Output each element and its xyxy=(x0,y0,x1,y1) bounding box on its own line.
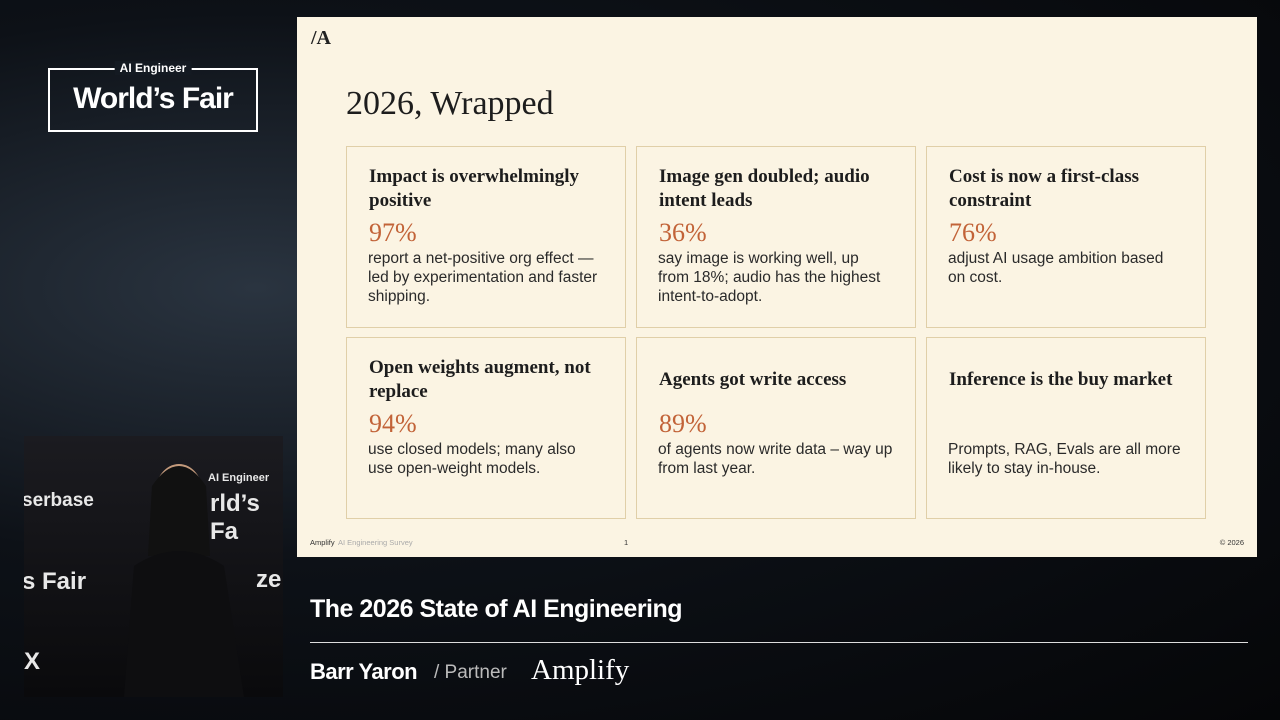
footer-page: 1 xyxy=(624,538,629,547)
divider xyxy=(310,642,1248,643)
card-heading: Impact is overwhelmingly positive xyxy=(369,166,580,211)
speaker-role: / Partner xyxy=(434,662,507,683)
stat-space xyxy=(949,408,1183,440)
card-body: report a net-positive org effect — led b… xyxy=(368,250,598,305)
backdrop-text: AI Engineer xyxy=(208,472,270,484)
card: Cost is now a first-class constraint 76% a… xyxy=(926,146,1206,328)
backdrop-text: X xyxy=(24,648,41,675)
card-body: Prompts, RAG, Evals are all more likely … xyxy=(948,441,1181,477)
card-heading: Cost is now a first-class constraint xyxy=(949,166,1139,211)
logo-top: AI Engineer xyxy=(114,61,192,75)
card-body: adjust AI usage ambition based on cost. xyxy=(948,250,1164,286)
event-logo: AI Engineer World’s Fair xyxy=(48,61,258,132)
speaker-name: Barr Yaron xyxy=(310,659,418,684)
card-stat: 94% xyxy=(369,409,417,438)
slide: /A 2026, Wrapped Impact is overwhelmingl… xyxy=(297,17,1257,557)
backdrop-text: s Fair xyxy=(24,568,87,595)
card: Image gen doubled; audio intent leads 36%… xyxy=(636,146,916,328)
card-heading: Inference is the buy market xyxy=(949,369,1173,390)
card-heading: Agents got write access xyxy=(659,369,847,390)
talk-title: The 2026 State of AI Engineering xyxy=(310,595,683,623)
card-body: of agents now write data – way up from l… xyxy=(658,441,893,477)
card: Impact is overwhelmingly positive 97% repo… xyxy=(346,146,626,328)
backdrop-text: rld’s Fa xyxy=(210,490,260,545)
card-body: use closed models; many also use open-we… xyxy=(368,441,576,477)
footer-survey: AI Engineering Survey xyxy=(338,538,413,547)
card: Agents got write access 89% of agents now … xyxy=(636,337,916,519)
card-heading: Open weights augment, not replace xyxy=(369,357,591,402)
backdrop-text: ze xyxy=(256,566,282,593)
slide-logo: /A xyxy=(311,27,331,49)
slide-title: 2026, Wrapped xyxy=(346,85,554,122)
speaker-silhouette xyxy=(124,464,244,697)
logo-main: World’s Fair xyxy=(73,82,234,115)
card: Inference is the buy market Prompts, RAG,… xyxy=(926,337,1206,519)
company: Amplify xyxy=(531,654,630,686)
card-stat: 76% xyxy=(949,218,997,247)
card-stat: 36% xyxy=(659,218,707,247)
card-stat: 89% xyxy=(659,409,707,438)
footer-copyright: © 2026 xyxy=(1219,538,1244,547)
footer-brand: Amplify xyxy=(310,538,335,547)
card-stat: 97% xyxy=(369,218,417,247)
backdrop-text: serbase xyxy=(24,490,94,511)
card-body: say image is working well, up from 18%; … xyxy=(658,250,881,305)
speaker-video: serbase AI Engineer rld’s Fa s Fair ze X xyxy=(24,436,283,697)
card: Open weights augment, not replace 94% use … xyxy=(346,337,626,519)
card-heading: Image gen doubled; audio intent leads xyxy=(659,166,870,211)
